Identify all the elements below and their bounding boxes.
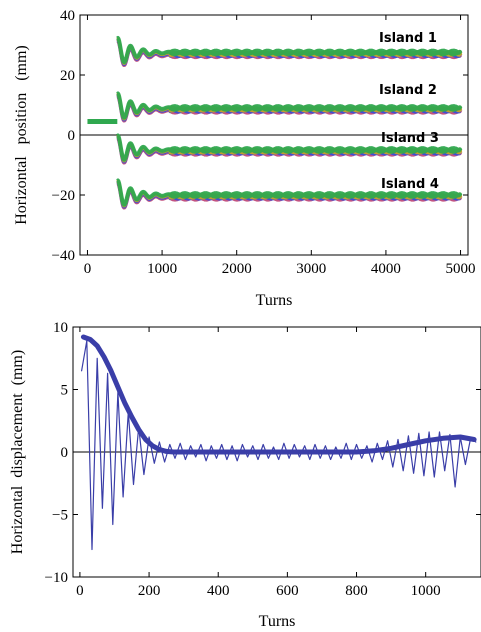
x-tick-label: 600 [276, 583, 299, 599]
island-3-trace [115, 133, 463, 165]
island-3-band [115, 133, 463, 162]
island-3-label: Island 3 [381, 131, 439, 146]
island-4-trace [115, 178, 463, 210]
top-y-ticks: 40 20 0 −20 −40 [52, 8, 468, 264]
x-tick-label: 5000 [446, 261, 476, 277]
x-tick-label: 1000 [147, 261, 177, 277]
y-tick-label: −20 [52, 188, 75, 204]
top-marks [87, 36, 463, 210]
island-1-trace [115, 36, 463, 68]
bottom-y-ticks: 10 5 0 −5 −10 [45, 320, 481, 586]
y-tick-label: 5 [61, 383, 69, 399]
top-chart: 0 1000 2000 3000 4000 5000 40 20 0 −20 −40 Island… [13, 8, 476, 309]
y-tick-label: 10 [53, 320, 68, 336]
top-x-ticks: 0 1000 2000 3000 4000 5000 [84, 15, 476, 277]
y-tick-label: 20 [60, 68, 75, 84]
x-tick-label: 2000 [222, 261, 252, 277]
envelope-curve [80, 334, 477, 455]
bottom-marks [80, 334, 477, 551]
island-1-label: Island 1 [379, 31, 437, 46]
y-tick-label: 0 [61, 445, 69, 461]
y-tick-label: −5 [52, 508, 68, 524]
y-tick-label: −10 [45, 570, 68, 586]
x-tick-label: 800 [345, 583, 368, 599]
x-tick-label: 400 [207, 583, 230, 599]
island-2-label: Island 2 [379, 83, 437, 98]
island-4-band [115, 178, 463, 207]
y-tick-label: −40 [52, 248, 75, 264]
island-1-band [115, 36, 463, 65]
bottom-y-axis-label: Horizontal displacement (mm) [9, 350, 26, 554]
x-tick-label: 4000 [371, 261, 401, 277]
x-tick-label: 200 [138, 583, 161, 599]
top-x-axis-label: Turns [256, 292, 293, 309]
y-tick-label: 0 [68, 128, 76, 144]
bottom-x-ticks: 0 200 400 600 800 1000 [76, 327, 441, 599]
top-y-axis-label: Horizontal position (mm) [13, 45, 30, 225]
bottom-x-axis-label: Turns [259, 613, 296, 630]
y-tick-label: 40 [60, 8, 75, 24]
island-2-band [115, 91, 463, 120]
island-4-label: Island 4 [381, 177, 439, 192]
x-tick-label: 1000 [411, 583, 441, 599]
displacement-trace [81, 340, 477, 551]
x-tick-label: 3000 [296, 261, 326, 277]
bottom-chart: 0 200 400 600 800 1000 10 5 0 −5 −10 Turns Horizo… [9, 320, 481, 630]
x-tick-label: 0 [84, 261, 92, 277]
x-tick-label: 0 [76, 583, 84, 599]
island-2-trace [115, 91, 463, 123]
